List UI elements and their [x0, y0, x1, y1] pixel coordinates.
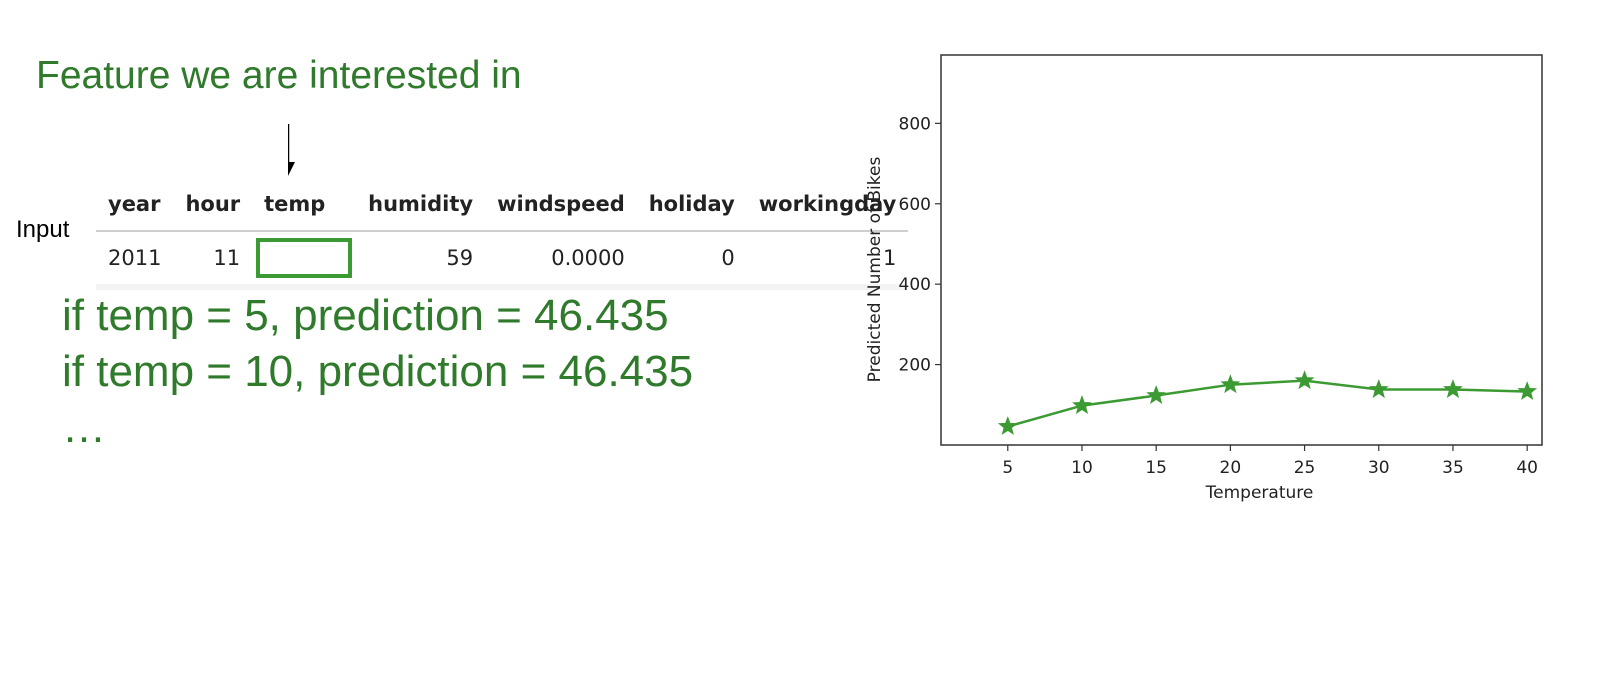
data-point-star [997, 416, 1018, 435]
data-point-star [1517, 381, 1538, 400]
data-point-star [1146, 385, 1167, 404]
prediction-ellipsis: … [62, 403, 106, 452]
cell-temp [252, 231, 357, 290]
temp-highlight-box [256, 238, 353, 278]
cell-hour: 11 [173, 231, 253, 290]
data-point-star [1072, 395, 1092, 415]
input-label: Input [16, 216, 70, 243]
y-axis-label: Predicted Number of Bikes [865, 157, 885, 383]
feature-table: year hour temp humidity windspeed holida… [96, 186, 909, 290]
line-chart: 200 400 600 800 5 10 15 20 25 30 35 40 Temperature Pr… [865, 54, 1543, 503]
prediction-line: if temp = 10, prediction = 46.435 [62, 347, 694, 396]
x-tick-label: 10 [1071, 458, 1093, 478]
column-header-year: year [96, 186, 174, 232]
column-header-workingday: workingday [746, 186, 909, 232]
y-tick-label: 200 [899, 356, 931, 376]
y-tick-label: 600 [899, 195, 931, 215]
cell-holiday: 0 [636, 231, 747, 290]
x-tick-label: 30 [1368, 458, 1390, 478]
cell-workingday: 1 [746, 231, 909, 290]
x-tick-label: 5 [1002, 458, 1013, 478]
data-point-star [1368, 379, 1389, 398]
prediction-lines: if temp = 5, prediction = 46.435 if temp… [62, 288, 693, 456]
column-header-temp: temp [252, 186, 357, 232]
cell-humidity: 59 [356, 231, 486, 290]
x-tick-label: 25 [1294, 458, 1316, 478]
data-point-star [1294, 370, 1315, 390]
data-point-star [1220, 374, 1241, 394]
column-header-humidity: humidity [356, 186, 486, 232]
column-header-holiday: holiday [636, 186, 747, 232]
table-header-row: year hour temp humidity windspeed holida… [96, 186, 909, 232]
x-tick-label: 15 [1145, 458, 1167, 478]
down-arrow-icon [288, 124, 295, 176]
x-axis-label: Temperature [1205, 483, 1314, 503]
data-point-star [1443, 379, 1463, 398]
series-line [1007, 379, 1528, 428]
y-tick-label: 800 [899, 114, 931, 134]
cell-year: 2011 [96, 231, 174, 290]
cell-windspeed: 0.0000 [485, 231, 637, 290]
y-tick-label: 400 [899, 275, 931, 295]
x-tick-label: 20 [1220, 458, 1242, 478]
table-row: 2011 11 59 0.0000 0 1 [96, 231, 909, 290]
plot-frame [940, 54, 1543, 446]
prediction-line: if temp = 5, prediction = 46.435 [62, 291, 669, 340]
x-tick-label: 35 [1442, 458, 1464, 478]
feature-heading: Feature we are interested in [36, 54, 522, 97]
column-header-hour: hour [173, 186, 253, 232]
x-tick-label: 40 [1516, 458, 1538, 478]
column-header-windspeed: windspeed [485, 186, 637, 232]
